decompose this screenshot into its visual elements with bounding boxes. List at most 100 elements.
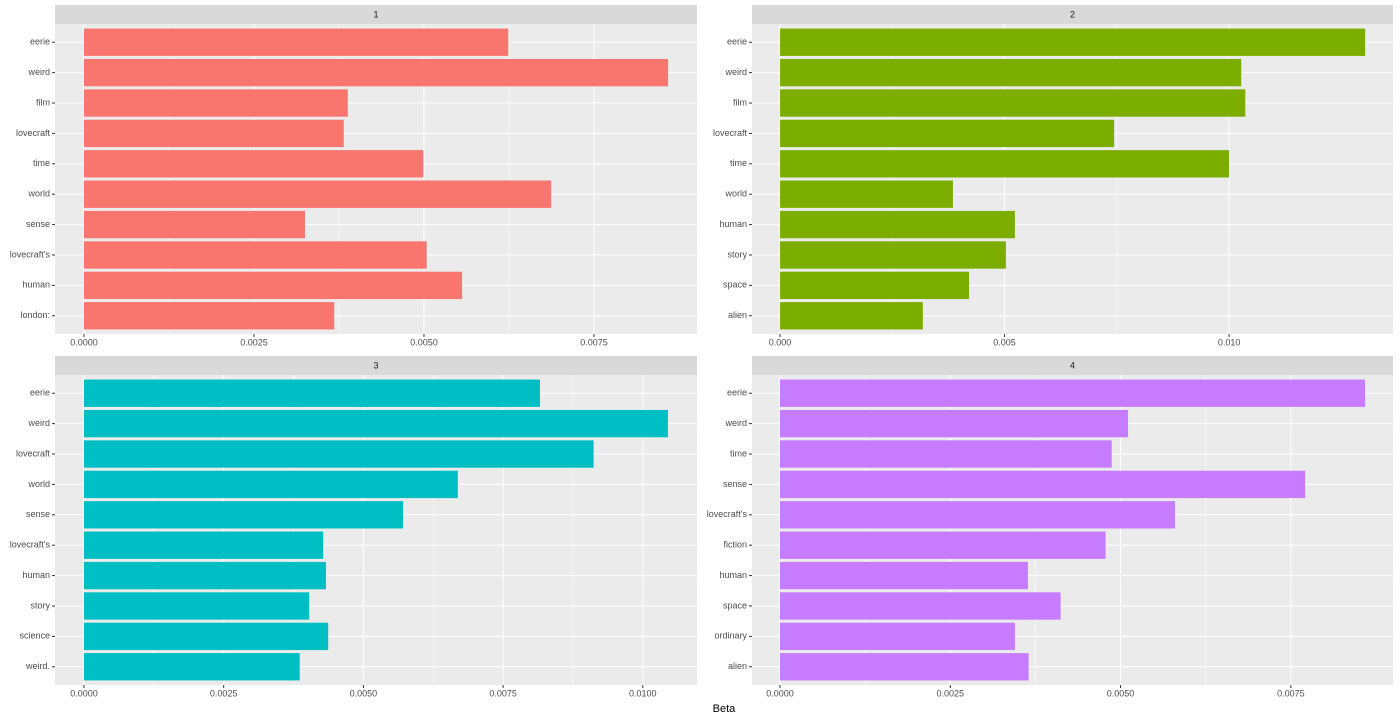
bar <box>779 501 1176 529</box>
y-tick-label: fiction <box>723 540 747 550</box>
bar <box>83 302 335 330</box>
y-tick-label: weird <box>27 67 50 77</box>
x-tick-label: 0.0100 <box>629 688 657 698</box>
y-tick-label: time <box>730 158 747 168</box>
y-tick-label: space <box>723 600 747 610</box>
bar <box>83 119 344 148</box>
bar <box>83 210 305 239</box>
y-tick-label: human <box>719 219 747 229</box>
y-tick-label: world <box>27 189 50 199</box>
bar <box>83 271 463 300</box>
strip-label: 2 <box>1070 9 1075 19</box>
y-tick-label: sense <box>26 219 50 229</box>
bar <box>779 653 1029 681</box>
x-tick-label: 0.0025 <box>937 688 965 698</box>
y-tick-label: story <box>30 600 50 610</box>
bar <box>779 440 1112 468</box>
bar <box>780 58 1242 87</box>
y-tick-label: eerie <box>30 37 50 47</box>
y-tick-label: human <box>719 570 747 580</box>
bar <box>84 501 404 529</box>
x-tick-label: 0.0025 <box>240 337 268 347</box>
y-tick-label: weird <box>724 67 747 77</box>
y-tick-label: time <box>730 448 747 458</box>
y-tick-label: lovecraft's <box>10 249 51 259</box>
y-tick-label: world <box>724 189 747 199</box>
bar <box>84 470 458 499</box>
y-tick-label: ordinary <box>714 631 747 641</box>
strip-label: 4 <box>1070 360 1075 370</box>
bar <box>780 271 970 300</box>
strip <box>55 356 697 375</box>
y-tick-label: film <box>36 97 50 107</box>
y-tick-label: sense <box>723 479 747 489</box>
bar <box>779 622 1015 651</box>
y-tick-label: alien <box>728 310 747 320</box>
x-axis-title: Beta <box>713 703 737 715</box>
x-tick-label: 0.0075 <box>580 337 608 347</box>
y-tick-label: human <box>22 570 50 580</box>
y-tick-label: human <box>22 280 50 290</box>
bar <box>780 89 1246 117</box>
y-tick-label: london: <box>20 310 50 320</box>
bar <box>84 409 668 438</box>
bar <box>83 180 552 208</box>
x-tick-label: 0.0075 <box>489 688 517 698</box>
y-tick-label: weird <box>724 418 747 428</box>
bar <box>779 409 1129 438</box>
y-tick-label: science <box>19 631 50 641</box>
x-tick-label: 0.000 <box>769 337 792 347</box>
bar <box>780 180 953 208</box>
x-tick-label: 0.0050 <box>350 688 378 698</box>
bar <box>84 653 300 681</box>
bar <box>780 241 1006 269</box>
bar <box>780 302 923 330</box>
y-tick-label: alien <box>728 661 747 671</box>
y-tick-label: film <box>733 97 747 107</box>
x-tick-label: 0.010 <box>1218 337 1241 347</box>
bar <box>83 150 424 178</box>
y-tick-label: eerie <box>727 388 747 398</box>
bar <box>84 440 594 468</box>
y-tick-label: lovecraft's <box>10 540 51 550</box>
y-tick-label: eerie <box>727 37 747 47</box>
bar <box>779 470 1306 499</box>
bar <box>780 150 1230 178</box>
y-tick-label: lovecraft <box>713 128 748 138</box>
strip-label: 3 <box>373 360 378 370</box>
x-tick-label: 0.0000 <box>70 337 98 347</box>
bar <box>780 28 1366 56</box>
y-tick-label: world <box>27 479 50 489</box>
bar <box>84 592 310 620</box>
y-tick-label: time <box>33 158 50 168</box>
y-tick-label: lovecraft <box>16 128 51 138</box>
x-tick-label: 0.0075 <box>1277 688 1305 698</box>
bar <box>779 592 1061 620</box>
y-tick-label: story <box>727 249 747 259</box>
strip <box>55 5 697 24</box>
bar <box>779 379 1366 407</box>
bar <box>780 210 1015 239</box>
bar <box>779 561 1028 590</box>
bar <box>83 89 348 117</box>
y-tick-label: space <box>723 280 747 290</box>
bar <box>84 379 540 407</box>
x-tick-label: 0.0050 <box>1107 688 1135 698</box>
bar <box>779 531 1106 559</box>
bar <box>780 119 1115 148</box>
x-tick-label: 0.0025 <box>210 688 238 698</box>
y-tick-label: weird. <box>25 661 50 671</box>
strip <box>752 5 1393 24</box>
bar <box>83 58 669 87</box>
x-tick-label: 0.0050 <box>410 337 438 347</box>
y-tick-label: lovecraft's <box>707 509 748 519</box>
x-tick-label: 0.0000 <box>766 688 794 698</box>
bar <box>84 561 326 590</box>
y-tick-label: eerie <box>30 388 50 398</box>
bar <box>83 241 427 269</box>
x-tick-label: 0.0000 <box>70 688 98 698</box>
y-tick-label: lovecraft <box>16 448 51 458</box>
x-tick-label: 0.005 <box>993 337 1016 347</box>
bar <box>83 28 509 56</box>
